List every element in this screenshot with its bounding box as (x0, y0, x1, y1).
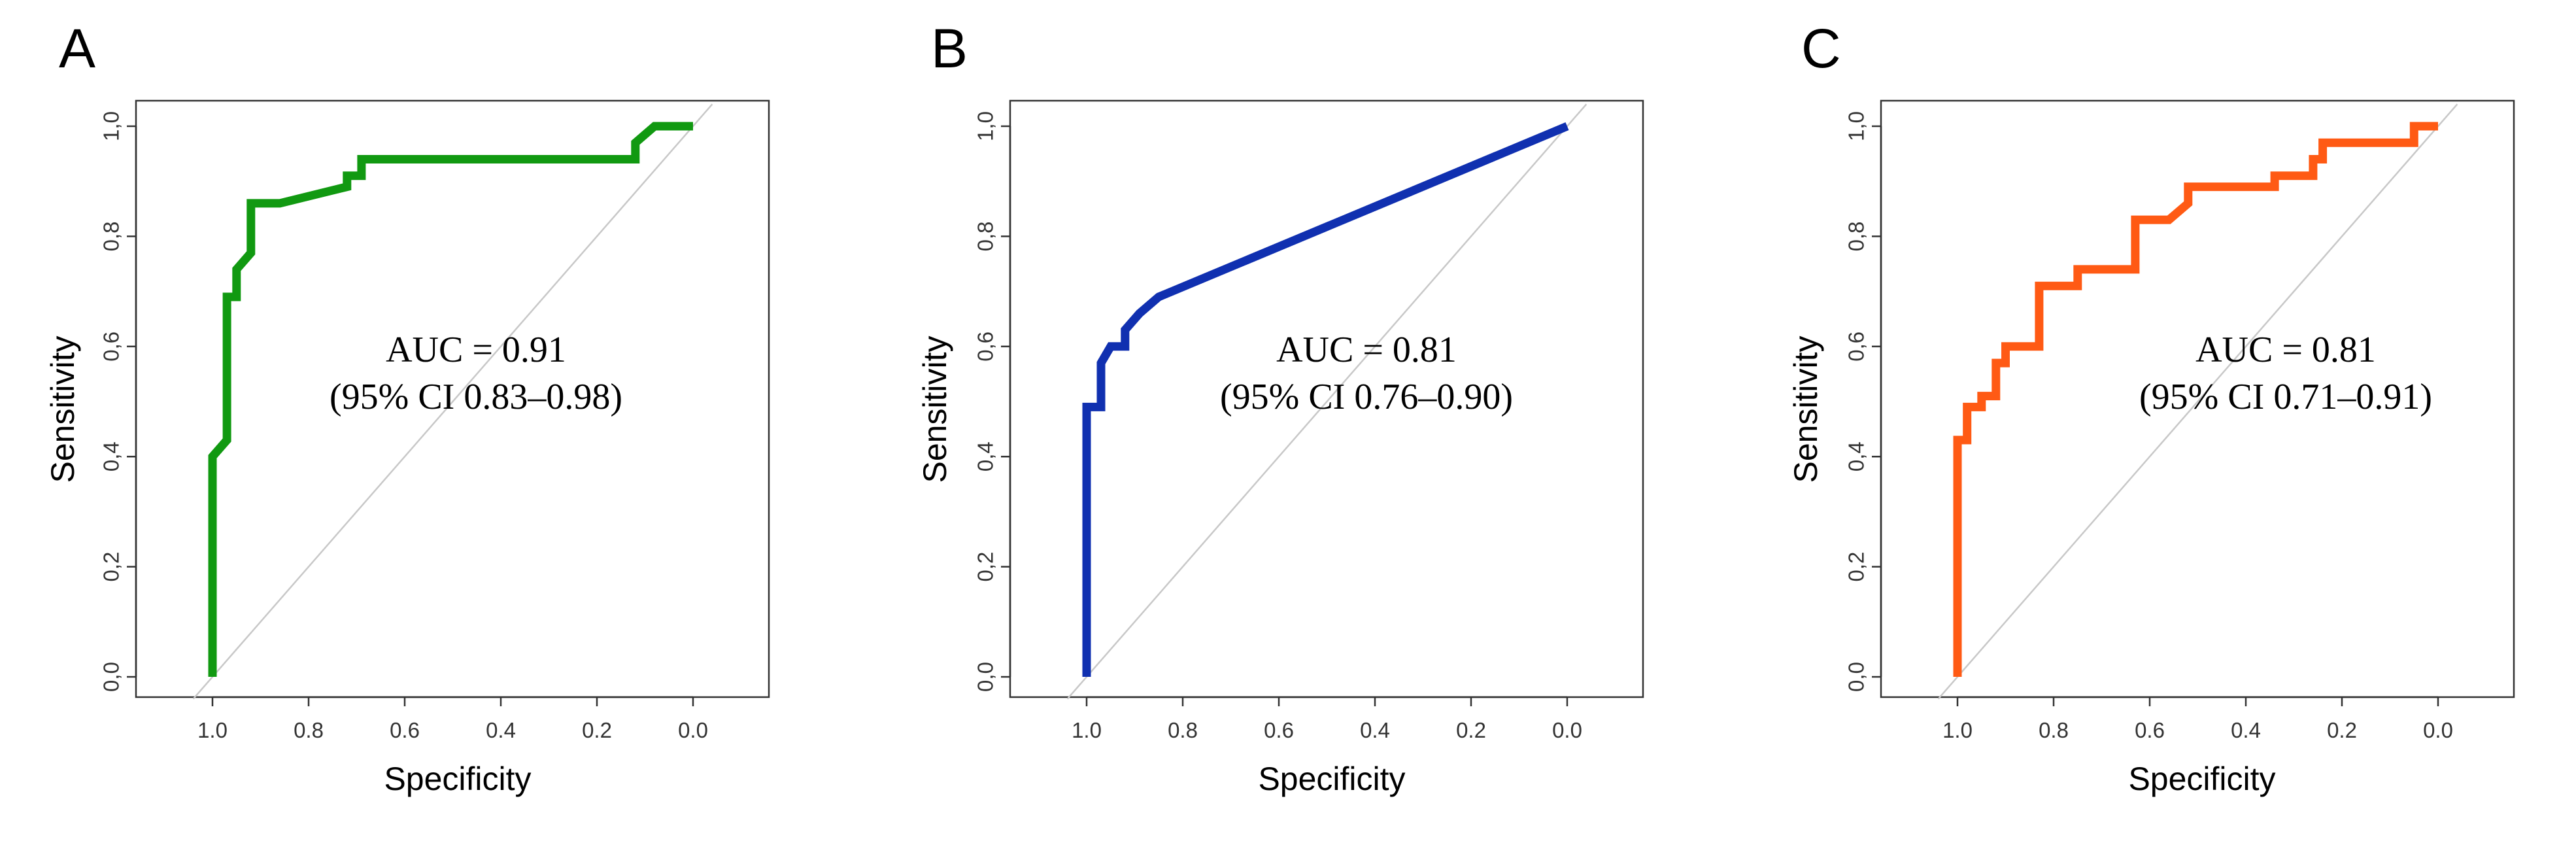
x-axis-title-b: Specificity (1258, 761, 1405, 797)
y-tick-label: 0,6 (1844, 332, 1869, 362)
x-tick-label: 0.6 (1264, 718, 1294, 742)
y-tick-label: 1,0 (974, 111, 998, 141)
y-tick-label: 0,0 (974, 662, 998, 692)
y-axis-title-b: Sensitivity (917, 335, 953, 483)
x-tick-label: 0.2 (1456, 718, 1486, 742)
reference-diagonal-b (1066, 103, 1587, 700)
y-tick-label: 0,2 (99, 552, 124, 582)
x-tick-label: 0.2 (582, 718, 612, 742)
panel-letter-b: B (931, 18, 968, 79)
auc-ci-b: (95% CI 0.76–0.90) (1220, 377, 1513, 417)
y-tick-label: 0,4 (974, 441, 998, 472)
x-axis-title-a: Specificity (384, 761, 531, 797)
y-tick-label: 0,0 (1844, 662, 1869, 692)
x-tick-label: 0.8 (2039, 718, 2069, 742)
panel-a: A 1.0 0.8 0.6 0.4 0.2 0.0 0,00,20,40,60,81,0 … (44, 18, 770, 797)
auc-value-c: AUC = 0.81 (2195, 330, 2376, 370)
x-tick-label: 0.0 (1552, 718, 1582, 742)
auc-value-a: AUC = 0.91 (386, 330, 566, 370)
x-tick-label: 1.0 (1072, 718, 1102, 742)
auc-ci-a: (95% CI 0.83–0.98) (330, 377, 622, 417)
x-tick-label: 0.0 (2423, 718, 2453, 742)
y-tick-label: 0,8 (1844, 221, 1869, 251)
roc-curve-c (1953, 122, 2438, 677)
auc-value-b: AUC = 0.81 (1276, 330, 1457, 370)
roc-curve-b (1082, 122, 1569, 677)
y-ticks-c: 0,0 0,2 0,4 0,6 0,8 1,0 (1844, 111, 1881, 692)
x-ticks-b: 1.0 0.8 0.6 0.4 0.2 0.0 (1072, 697, 1582, 742)
y-tick-label: 0,4 (1844, 441, 1869, 472)
x-ticks-c: 1.0 0.8 0.6 0.4 0.2 0.0 (1942, 697, 2453, 742)
panel-c: C 1.0 0.8 0.6 0.4 0.2 0.0 0,00,20,40,60,81,0 … (1788, 18, 2515, 797)
x-tick-label: 0.8 (294, 718, 324, 742)
y-tick-label: 0,2 (1844, 552, 1869, 582)
y-axis-title-c: Sensitivity (1788, 335, 1824, 483)
y-axis-title-a: Sensitivity (44, 335, 81, 483)
y-tick-label: 0,8 (974, 221, 998, 251)
x-tick-label: 0.6 (2135, 718, 2165, 742)
x-axis-title-c: Specificity (2128, 761, 2275, 797)
x-tick-label: 0.4 (1360, 718, 1390, 742)
panel-letter-c: C (1801, 18, 1841, 79)
y-tick-label: 0,6 (99, 332, 124, 362)
reference-diagonal-a (192, 103, 713, 700)
x-tick-label: 0.4 (2231, 718, 2261, 742)
x-tick-label: 0.2 (2327, 718, 2357, 742)
y-tick-label: 1,0 (99, 111, 124, 141)
y-tick-label: 0,0 (99, 662, 124, 692)
y-tick-label: 0,2 (974, 552, 998, 582)
x-ticks-a: 1.0 0.8 0.6 0.4 0.2 0.0 (197, 697, 708, 742)
x-tick-label: 0.0 (678, 718, 708, 742)
x-tick-label: 1.0 (197, 718, 228, 742)
panel-letter-a: A (59, 18, 95, 79)
roc-curve-a (208, 122, 693, 677)
y-ticks-a: 0,0 0,2 0,4 0,6 0,8 1,0 (99, 111, 136, 692)
x-tick-label: 1.0 (1942, 718, 1973, 742)
auc-ci-c: (95% CI 0.71–0.91) (2139, 377, 2432, 417)
x-tick-label: 0.4 (486, 718, 516, 742)
y-ticks-b: 0,0 0,2 0,4 0,6 0,8 1,0 (974, 111, 1010, 692)
y-tick-label: 0,6 (974, 332, 998, 362)
panel-b: B 1.0 0.8 0.6 0.4 0.2 0.0 0,00,20,40,60,81,0 … (917, 18, 1644, 797)
reference-diagonal-c (1937, 103, 2458, 700)
x-tick-label: 0.8 (1168, 718, 1198, 742)
y-tick-label: 0,4 (99, 441, 124, 472)
y-tick-label: 1,0 (1844, 111, 1869, 141)
y-tick-label: 0,8 (99, 221, 124, 251)
x-tick-label: 0.6 (390, 718, 420, 742)
